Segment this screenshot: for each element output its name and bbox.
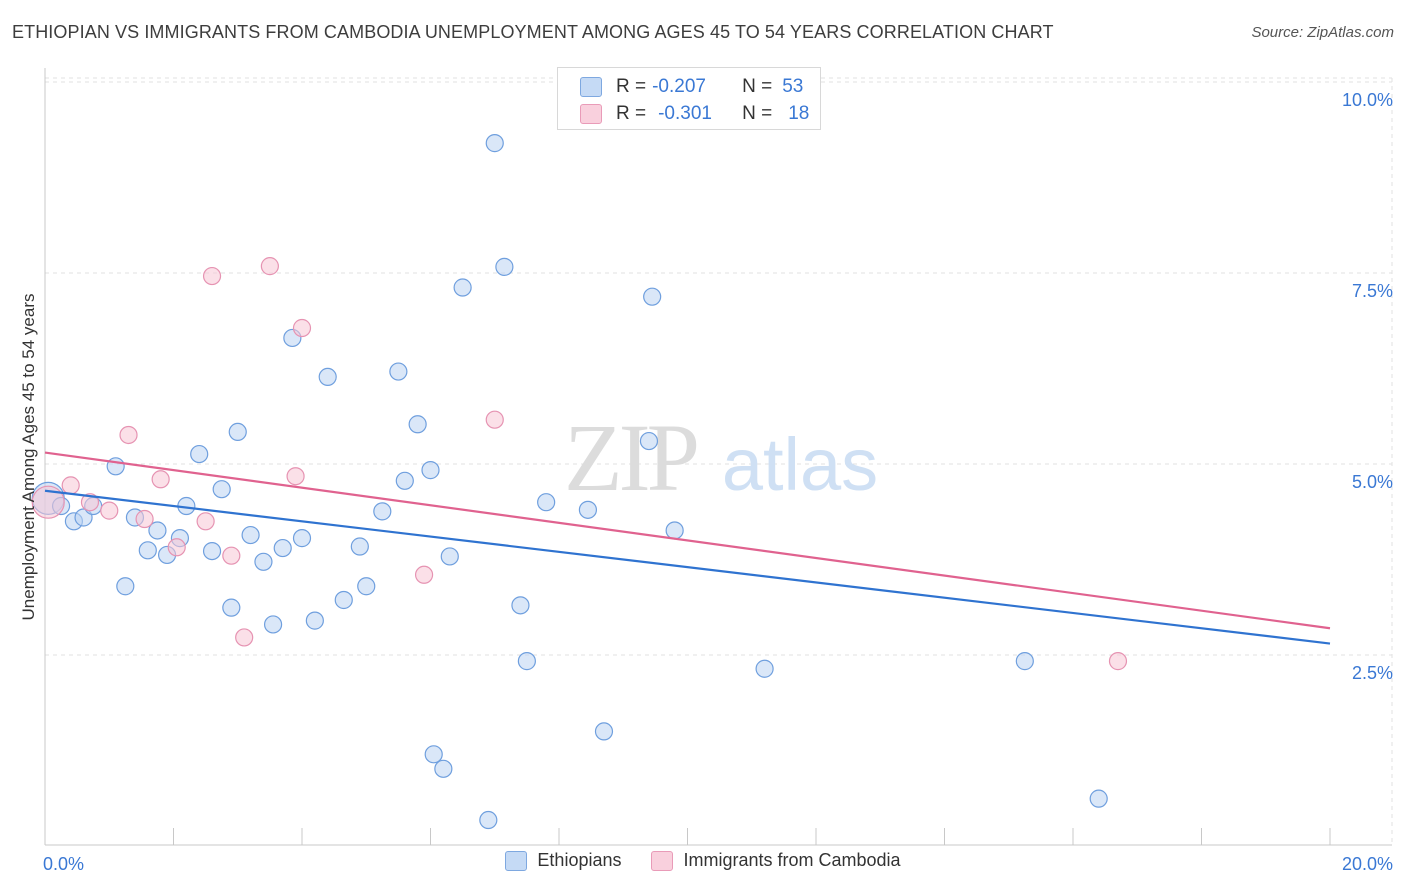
x-tick-label: 20.0% <box>1342 854 1393 874</box>
legend-row-ethiopians: R = -0.207 N = 53 <box>580 74 803 100</box>
point-ethiopians <box>254 552 273 571</box>
y-tick-label: 2.5% <box>1352 663 1393 683</box>
point-cambodia <box>119 425 138 445</box>
point-ethiopians <box>202 541 222 561</box>
point-ethiopians <box>594 722 614 741</box>
point-cambodia <box>485 410 504 429</box>
legend-swatch-cambodia <box>580 104 602 124</box>
point-ethiopians <box>228 422 247 442</box>
point-cambodia <box>235 628 254 647</box>
point-ethiopians <box>116 577 135 596</box>
point-cambodia <box>151 470 170 489</box>
point-ethiopians <box>350 537 369 556</box>
point-ethiopians <box>241 525 260 545</box>
point-ethiopians <box>148 521 167 540</box>
point-cambodia <box>414 565 434 584</box>
y-tick-label: 10.0% <box>1342 90 1393 110</box>
y-tick-label: 5.0% <box>1352 472 1393 492</box>
y-tick-label: 7.5% <box>1352 281 1393 301</box>
point-ethiopians <box>222 598 241 617</box>
trend-line-ethiopians <box>44 489 1331 645</box>
point-cambodia <box>292 318 312 338</box>
point-ethiopians <box>408 415 427 434</box>
point-ethiopians <box>292 529 312 548</box>
point-cambodia <box>135 509 154 529</box>
legend-item-ethiopians: Ethiopians <box>505 850 621 871</box>
point-cambodia <box>260 257 279 276</box>
legend-swatch-ethiopians <box>580 77 602 97</box>
point-ethiopians <box>643 287 662 306</box>
point-ethiopians <box>511 596 530 615</box>
legend-label-cambodia: Immigrants from Cambodia <box>683 850 901 870</box>
point-cambodia <box>202 266 222 286</box>
source-credit: Source: ZipAtlas.com <box>1251 24 1394 41</box>
point-cambodia <box>167 538 186 557</box>
legend-r-label: R = <box>616 76 647 97</box>
legend-n-label: N = <box>742 103 773 124</box>
point-ethiopians <box>453 278 472 297</box>
point-ethiopians <box>190 444 209 464</box>
point-ethiopians <box>1015 652 1034 671</box>
point-cambodia <box>100 501 119 520</box>
point-cambodia <box>196 512 215 531</box>
legend-swatch-cambodia <box>651 850 674 871</box>
point-ethiopians <box>334 590 353 610</box>
trend-lines <box>44 451 1331 645</box>
point-ethiopians <box>318 367 337 387</box>
point-ethiopians <box>434 759 453 778</box>
series-legend: Ethiopians Immigrants from Cambodia <box>0 850 1406 871</box>
point-ethiopians <box>1089 789 1108 808</box>
point-ethiopians <box>389 362 408 381</box>
axis-labels: 2.5% 5.0% 7.5% 10.0% 0.0% 20.0% Unemployment A… <box>19 90 1393 874</box>
point-ethiopians <box>421 461 440 480</box>
point-ethiopians <box>578 500 598 519</box>
legend-r-value: -0.301 <box>658 103 712 124</box>
point-cambodia <box>222 546 241 565</box>
point-cambodia <box>61 476 80 495</box>
point-ethiopians <box>212 480 231 499</box>
legend-n-value: 53 <box>782 76 804 97</box>
grid-lines <box>45 77 1393 845</box>
legend-n-value: 18 <box>788 103 810 124</box>
point-ethiopians <box>263 615 283 634</box>
point-ethiopians <box>479 810 498 830</box>
watermark-atlas: atlas <box>722 423 878 506</box>
point-cambodia <box>286 467 305 486</box>
point-ethiopians <box>665 521 684 540</box>
point-ethiopians <box>424 745 443 764</box>
legend-r-label: R = <box>616 103 647 124</box>
watermark: ZIP atlas <box>564 404 878 511</box>
legend-swatch-ethiopians <box>505 850 528 871</box>
y-axis-title: Unemployment Among Ages 45 to 54 years <box>19 294 38 621</box>
x-tick-label: 0.0% <box>43 854 84 874</box>
point-ethiopians <box>273 538 292 558</box>
chart-title: ETHIOPIAN VS IMMIGRANTS FROM CAMBODIA UN… <box>12 22 1054 42</box>
legend-label-ethiopians: Ethiopians <box>537 850 622 870</box>
legend-n-label: N = <box>742 76 773 97</box>
point-ethiopians <box>755 659 774 678</box>
point-ethiopians <box>138 541 157 560</box>
legend-item-cambodia: Immigrants from Cambodia <box>651 850 901 871</box>
point-ethiopians <box>357 577 376 596</box>
axes <box>44 68 1392 846</box>
point-ethiopians <box>305 611 324 630</box>
point-cambodia <box>31 485 65 519</box>
point-ethiopians <box>395 471 414 490</box>
point-ethiopians <box>517 652 536 671</box>
point-ethiopians <box>440 547 459 566</box>
point-ethiopians <box>373 502 392 521</box>
legend-r-value: -0.207 <box>652 76 706 97</box>
legend-row-cambodia: R = -0.301 N = 18 <box>580 101 809 127</box>
point-ethiopians <box>537 493 556 512</box>
trend-line-cambodia <box>44 451 1331 630</box>
point-ethiopians <box>485 134 504 153</box>
point-ethiopians <box>495 257 514 276</box>
point-ethiopians <box>639 431 659 451</box>
point-cambodia <box>1108 652 1128 671</box>
stats-legend: R = -0.207 N = 53 R = -0.301 N = 18 <box>557 67 821 130</box>
points <box>31 134 1128 830</box>
watermark-zip: ZIP <box>564 404 697 511</box>
point-cambodia <box>80 493 100 512</box>
